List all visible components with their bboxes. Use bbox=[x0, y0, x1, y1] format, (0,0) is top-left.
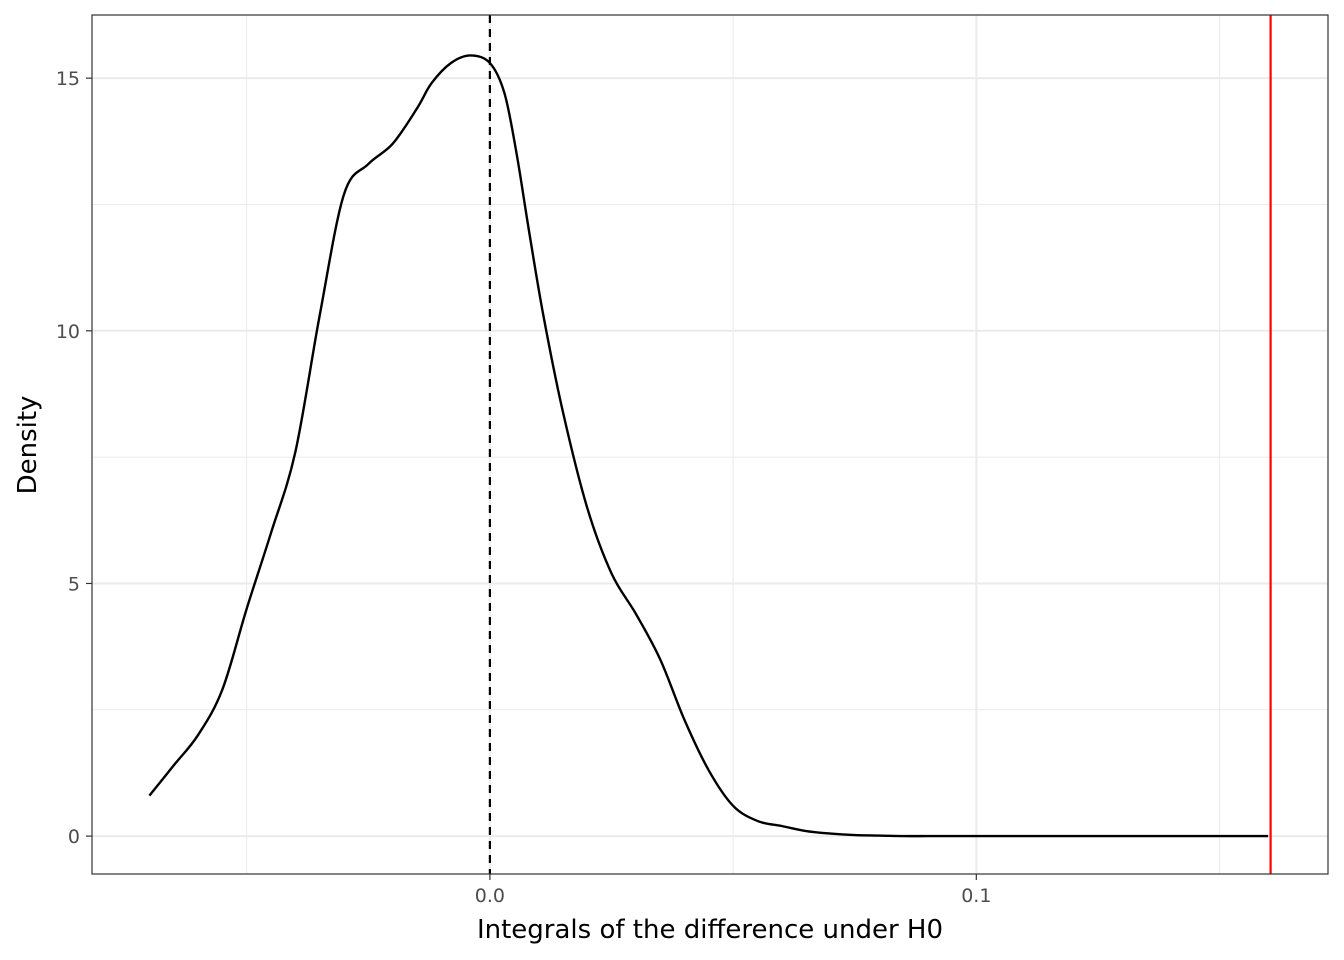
density-series bbox=[148, 54, 1269, 838]
x-tick-label: 0.1 bbox=[961, 885, 991, 907]
y-axis-title: Density bbox=[13, 396, 43, 495]
y-tick-label: 0 bbox=[68, 826, 80, 848]
reference-lines bbox=[488, 15, 1272, 874]
y-tick-label: 15 bbox=[56, 68, 80, 90]
panel-border bbox=[91, 14, 1329, 875]
density-curve bbox=[148, 54, 1269, 838]
x-tick-label: 0.0 bbox=[475, 885, 505, 907]
y-axis-ticks: 0 5 10 15 bbox=[56, 68, 92, 848]
minor-gridlines bbox=[92, 15, 1328, 874]
x-axis-title: Integrals of the difference under H0 bbox=[477, 915, 943, 945]
y-tick-label: 10 bbox=[56, 321, 80, 343]
y-tick-label: 5 bbox=[68, 573, 80, 595]
x-axis-ticks: 0.0 0.1 bbox=[475, 874, 991, 907]
